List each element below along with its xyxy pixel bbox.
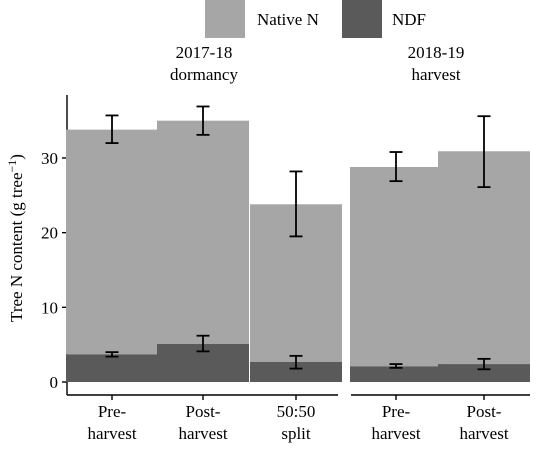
panel-2-bar-2-ndf (438, 364, 530, 382)
panel-1-bar-1-x-label-line-1: Pre- (98, 402, 127, 421)
panel-1-bar-3-ndf (250, 361, 342, 382)
panel-1-bar-1-x-label-line-2: harvest (87, 424, 136, 443)
panel-1-bar-2-x-label-line-1: Post- (186, 402, 221, 421)
panel-1-bar-1-native-n (66, 129, 158, 355)
panel-1: 2017-18 dormancy Pre-harvest Post-harvest 50… (66, 43, 342, 443)
panel-2-bar-2-total-error-bar (477, 115, 491, 189)
y-axis-label-main: Tree N content (g tree (7, 172, 26, 322)
panel-2-title-line-2: harvest (411, 65, 460, 84)
panel-1-bar-2-total-error-bar (196, 105, 210, 136)
y-axis-label-close: ) (7, 154, 26, 160)
panel-1-bar-1-total-error-bar (105, 114, 119, 144)
legend-label-native-n: Native N (257, 10, 319, 29)
panel-1-title-line-2: dormancy (170, 65, 238, 84)
panel-1-bar-3-x-label-line-2: split (281, 424, 311, 443)
panel-2-title-line-1: 2018-19 (408, 43, 465, 62)
legend-label-ndf: NDF (392, 10, 426, 29)
panel-2-bar-1-ndf (350, 366, 442, 382)
panel-2-bar-1-x-label-line-1: Pre- (382, 402, 411, 421)
y-axis-label: Tree N content (g tree−1) (5, 154, 26, 322)
panel-1-bar-1-ndf (66, 354, 158, 382)
panel-1-bar-3-x-label-line-1: 50:50 (277, 402, 316, 421)
panel-1-bar-2-native-n (157, 120, 249, 344)
panel-1-title-line-1: 2017-18 (176, 43, 233, 62)
panel-1-bar-3-ndf-error-bar (289, 354, 303, 370)
y-tick-label-20: 20 (41, 224, 58, 243)
y-tick-label-0: 0 (50, 373, 59, 392)
plot-area: 0 10 20 30 2017-18 dormancy Pre-harvest Post-ha… (41, 43, 530, 443)
panel-2-bar-1-ndf-error-bar (389, 363, 403, 369)
panel-2-bar-1-native-n (350, 166, 442, 367)
panel-2-bar-2-ndf-error-bar (477, 357, 491, 371)
y-tick-label-30: 30 (41, 149, 58, 168)
panel-2-bar-1-total-error-bar (389, 151, 403, 183)
y-tick-label-10: 10 (41, 298, 58, 317)
panel-2-bar-2-x-label-line-1: Post- (467, 402, 502, 421)
panel-2-bar-1-x-label-line-2: harvest (371, 424, 420, 443)
panel-1-bar-2-ndf-error-bar (196, 334, 210, 353)
panel-1-bar-1-ndf-error-bar (105, 351, 119, 358)
panel-1-bar-3-total-error-bar (289, 170, 303, 238)
legend-swatch-native-n (205, 0, 245, 38)
legend: Native N NDF (205, 0, 426, 38)
y-axis-label-superscript: −1 (5, 160, 19, 173)
panel-2-bar-2-x-label-line-2: harvest (459, 424, 508, 443)
panel-1-bar-2-x-label-line-2: harvest (178, 424, 227, 443)
legend-swatch-ndf (342, 0, 382, 38)
panel-2: 2018-19 harvest Pre-harvest Post-harvest (350, 43, 530, 443)
